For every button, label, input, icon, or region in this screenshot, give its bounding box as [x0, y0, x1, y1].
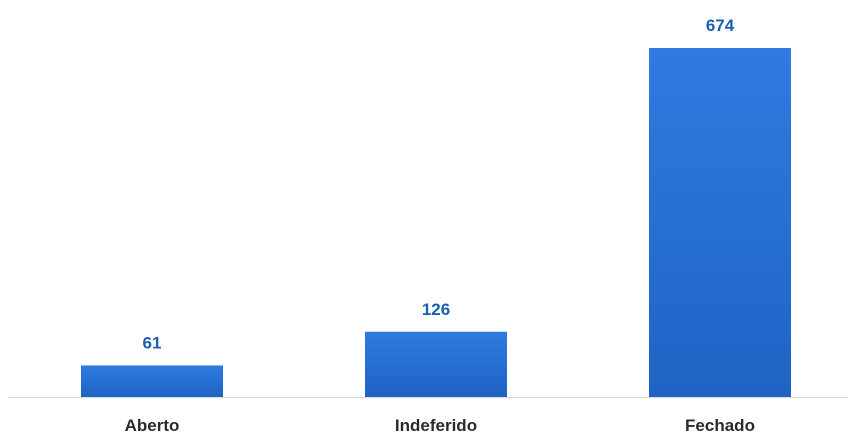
- bar-aberto: [81, 365, 223, 397]
- x-tick-labels-group: Aberto Indeferido Fechado: [125, 416, 755, 435]
- x-tick-label-aberto: Aberto: [125, 416, 180, 435]
- x-tick-label-indeferido: Indeferido: [395, 416, 477, 435]
- bars-group: [81, 48, 791, 397]
- data-label-fechado: 674: [706, 16, 735, 35]
- bar-indeferido: [365, 331, 507, 397]
- bar-fechado: [649, 48, 791, 397]
- x-tick-label-fechado: Fechado: [685, 416, 755, 435]
- data-label-indeferido: 126: [422, 300, 450, 319]
- data-labels-group: 61 126 674: [143, 16, 735, 352]
- data-label-aberto: 61: [143, 333, 162, 352]
